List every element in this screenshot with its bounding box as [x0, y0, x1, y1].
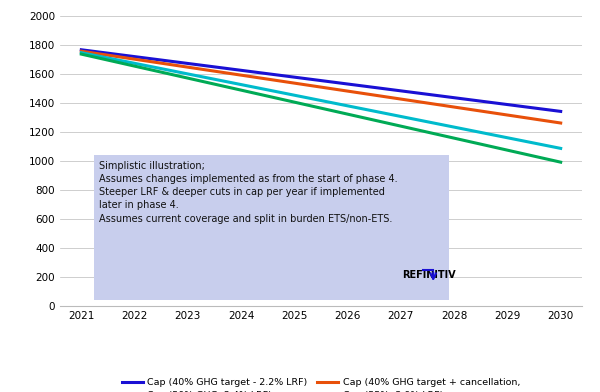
Text: Simplistic illustration;
Assumes changes implemented as from the start of phase : Simplistic illustration; Assumes changes… — [99, 161, 398, 223]
Text: REFINITIV: REFINITIV — [402, 270, 455, 279]
FancyBboxPatch shape — [94, 155, 449, 300]
Legend: Cap (40% GHG target - 2.2% LRF), Cap (50% GHG, 3.4% LRF), Cap (40% GHG target + : Cap (40% GHG target - 2.2% LRF), Cap (50… — [118, 374, 524, 392]
